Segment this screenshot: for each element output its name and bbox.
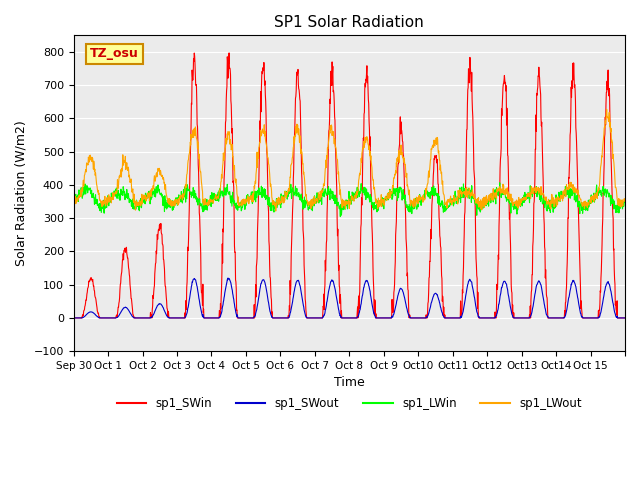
X-axis label: Time: Time bbox=[334, 376, 365, 389]
sp1_LWout bbox=[70, 198, 77, 204]
sp1_LWin bbox=[496, 180, 504, 186]
sp1_LWin bbox=[337, 214, 344, 219]
sp1_LWout bbox=[479, 203, 487, 209]
Line: sp1_SWout: sp1_SWout bbox=[74, 278, 625, 318]
sp1_SWin bbox=[614, 315, 621, 321]
sp1_SWin bbox=[225, 50, 233, 56]
sp1_LWin bbox=[335, 202, 342, 207]
sp1_SWin bbox=[70, 315, 77, 321]
Text: TZ_osu: TZ_osu bbox=[90, 48, 139, 60]
sp1_SWin bbox=[560, 315, 568, 321]
sp1_LWout bbox=[272, 208, 280, 214]
sp1_SWin bbox=[621, 315, 628, 321]
sp1_LWin bbox=[561, 190, 568, 196]
Line: sp1_LWout: sp1_LWout bbox=[74, 109, 625, 211]
sp1_SWin bbox=[479, 315, 487, 321]
sp1_SWout bbox=[614, 315, 621, 321]
sp1_LWout bbox=[614, 201, 622, 206]
Y-axis label: Solar Radiation (W/m2): Solar Radiation (W/m2) bbox=[15, 120, 28, 266]
Title: SP1 Solar Radiation: SP1 Solar Radiation bbox=[275, 15, 424, 30]
sp1_LWin bbox=[70, 201, 77, 206]
sp1_LWout bbox=[603, 107, 611, 112]
sp1_SWout bbox=[560, 314, 568, 320]
sp1_LWout bbox=[324, 140, 332, 146]
sp1_SWout bbox=[479, 315, 487, 321]
sp1_LWin bbox=[156, 191, 164, 197]
sp1_LWin bbox=[324, 192, 332, 197]
sp1_LWout bbox=[621, 198, 628, 204]
sp1_SWin bbox=[156, 225, 164, 231]
sp1_LWout bbox=[335, 178, 343, 183]
sp1_SWout bbox=[224, 275, 232, 281]
sp1_SWout bbox=[621, 315, 628, 321]
Line: sp1_LWin: sp1_LWin bbox=[74, 183, 625, 216]
sp1_LWin bbox=[479, 202, 487, 207]
sp1_SWout bbox=[335, 308, 343, 313]
sp1_SWin bbox=[324, 134, 332, 140]
sp1_SWout bbox=[156, 301, 164, 307]
Line: sp1_SWin: sp1_SWin bbox=[74, 53, 625, 318]
Legend: sp1_SWin, sp1_SWout, sp1_LWin, sp1_LWout: sp1_SWin, sp1_SWout, sp1_LWin, sp1_LWout bbox=[112, 392, 587, 415]
sp1_SWout bbox=[70, 315, 77, 321]
sp1_LWout bbox=[156, 169, 164, 175]
sp1_SWout bbox=[324, 288, 332, 294]
sp1_LWout bbox=[560, 192, 568, 198]
sp1_SWin bbox=[335, 262, 343, 268]
sp1_LWin bbox=[614, 200, 622, 205]
sp1_LWin bbox=[621, 199, 628, 205]
